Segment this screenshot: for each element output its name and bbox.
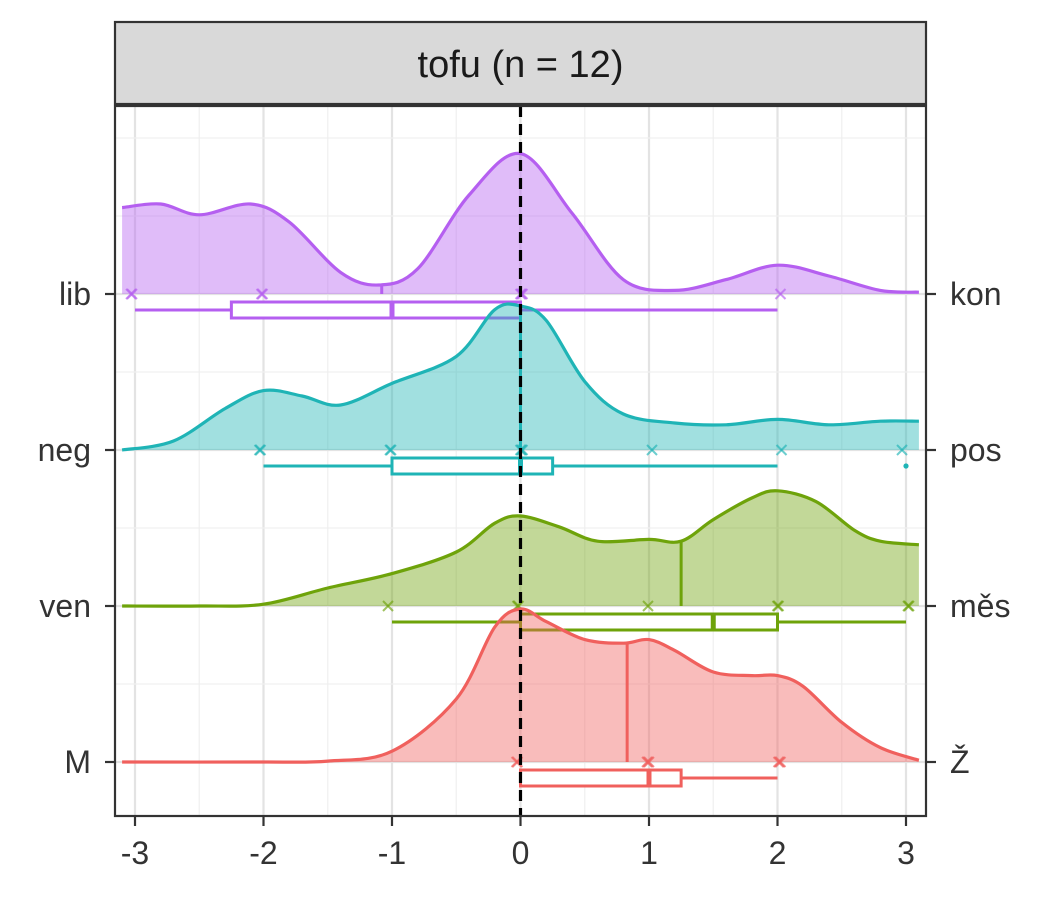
facet-strip-box	[113, 20, 928, 106]
data-point	[643, 756, 655, 768]
x-tick-label: -1	[378, 835, 406, 871]
facet-strip: tofu (n = 12)	[113, 20, 928, 106]
outlier-point	[903, 463, 909, 469]
data-point	[256, 288, 269, 300]
density-line	[121, 151, 919, 294]
box	[390, 456, 555, 476]
box	[519, 768, 683, 788]
x-tick-label: 3	[897, 835, 915, 871]
y-label-left: lib	[59, 276, 91, 312]
data-point	[382, 600, 394, 612]
y-label-right: kon	[950, 276, 1002, 312]
axes: lib kon neg pos ven měs M Ž -3 -2 -1 0 1 2 3	[38, 276, 1011, 871]
y-label-right: Ž	[950, 744, 970, 780]
data-point	[772, 600, 785, 612]
x-tick-label: 0	[512, 835, 530, 871]
data-point	[774, 756, 787, 768]
data-point	[642, 600, 654, 612]
data-point	[774, 288, 787, 300]
density-line	[122, 489, 920, 608]
facet-title: tofu (n = 12)	[418, 44, 624, 86]
x-tick-label: 2	[769, 835, 787, 871]
x-tick-label: -2	[249, 835, 277, 871]
x-tick-label: 1	[640, 835, 658, 871]
data-point	[254, 444, 267, 456]
y-label-left: neg	[38, 432, 91, 468]
data-point	[896, 444, 908, 456]
y-label-right: pos	[950, 432, 1002, 468]
y-label-left: ven	[39, 588, 91, 624]
data-point	[775, 444, 788, 456]
data-point	[385, 444, 397, 456]
y-label-left: M	[64, 744, 91, 780]
data-point	[903, 600, 915, 612]
data-point	[646, 444, 658, 456]
density-line	[122, 607, 920, 764]
y-label-right: měs	[950, 588, 1010, 624]
x-tick-label: -3	[121, 835, 149, 871]
data-point	[126, 288, 138, 300]
box	[229, 300, 522, 320]
